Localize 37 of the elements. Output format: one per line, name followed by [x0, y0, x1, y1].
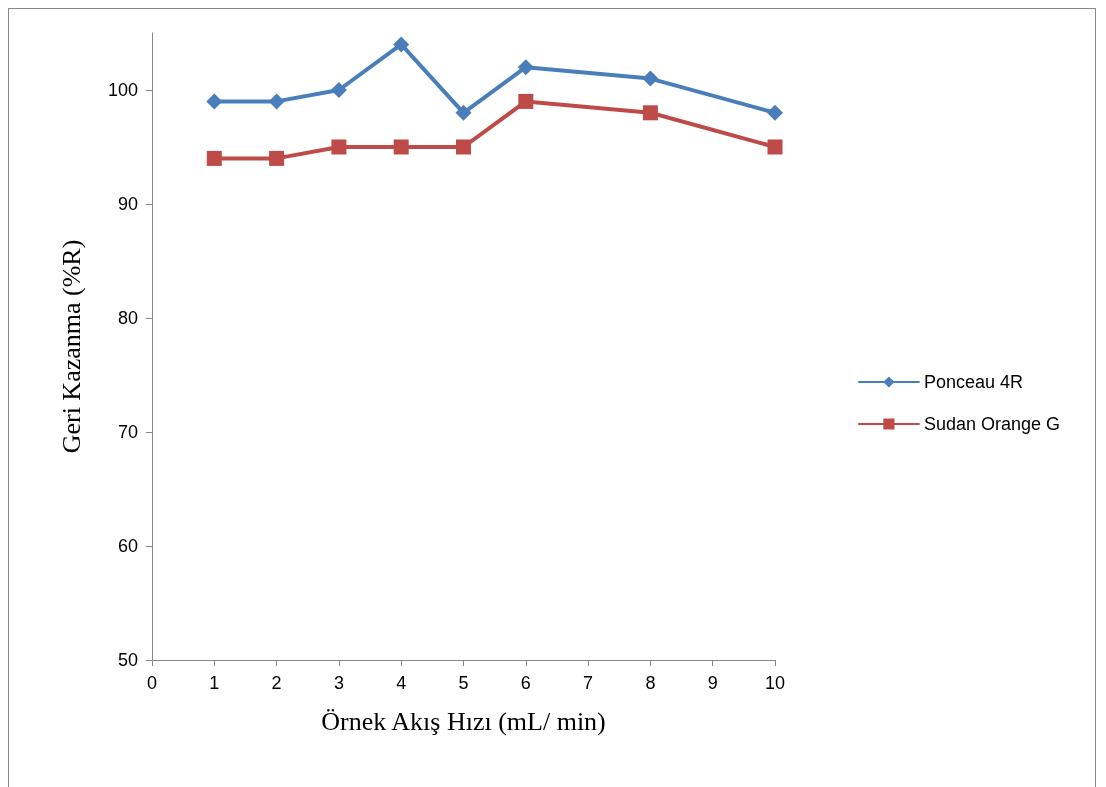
x-tick-label: 5 — [458, 673, 469, 693]
x-tick-label: 4 — [396, 673, 407, 693]
point — [455, 104, 472, 121]
point — [206, 150, 222, 166]
y-tick-label: 60 — [117, 536, 138, 556]
point — [767, 104, 783, 121]
y-tick-label: 70 — [117, 422, 138, 442]
y-tick-label: 90 — [117, 194, 138, 214]
point — [456, 139, 471, 155]
y-axis-title: Geri Kazanma (%R) — [56, 239, 86, 454]
y-tick-label: 50 — [117, 650, 138, 670]
point — [393, 139, 409, 155]
x-tick-label: 10 — [764, 673, 786, 693]
x-tick-label: 7 — [583, 673, 594, 693]
point — [393, 36, 410, 53]
y-tick-label: 80 — [117, 308, 138, 328]
legend-label: Sudan Orange G — [923, 414, 1060, 434]
x-axis-title: Örnek Akış Hızı (mL/ min) — [321, 706, 606, 736]
point — [330, 82, 347, 98]
point — [518, 93, 534, 109]
point — [767, 139, 783, 155]
x-tick-label: 9 — [707, 673, 718, 693]
point — [642, 70, 659, 87]
x-tick-label: 6 — [520, 673, 531, 693]
x-tick-label: 8 — [645, 673, 656, 693]
point — [642, 105, 658, 121]
legend-label: Ponceau 4R — [923, 372, 1023, 392]
point — [268, 93, 285, 110]
point — [517, 59, 534, 76]
x-tick-label: 3 — [333, 673, 344, 693]
x-tick-label: 2 — [271, 673, 282, 693]
x-tick-label: 0 — [146, 673, 158, 693]
point — [269, 150, 285, 166]
point — [331, 139, 347, 155]
x-tick-label: 1 — [209, 673, 220, 693]
point — [206, 93, 223, 110]
y-tick-label: 100 — [107, 80, 138, 100]
